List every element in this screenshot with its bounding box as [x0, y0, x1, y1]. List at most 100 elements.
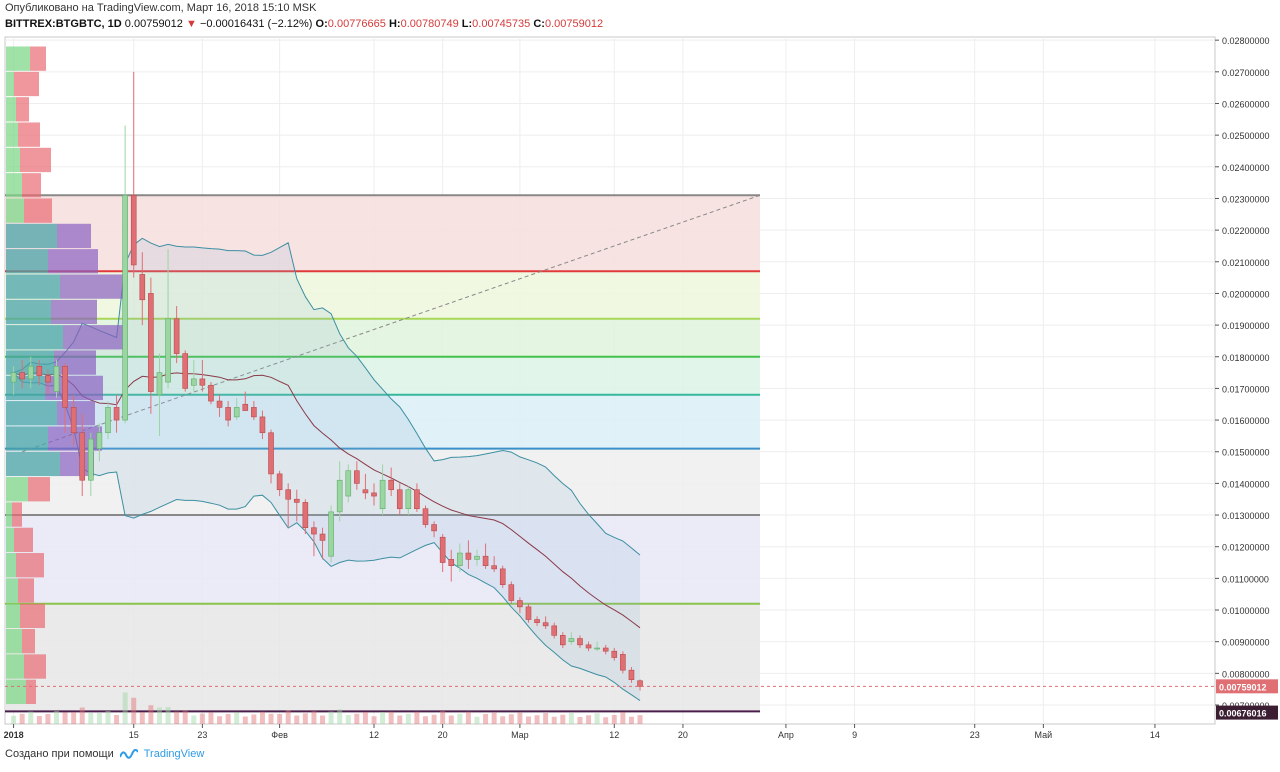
candle — [465, 540, 472, 569]
high-value: 0.00780749 — [400, 18, 459, 30]
volume-bar — [474, 716, 480, 724]
candle — [448, 549, 455, 582]
volume-profile-down-bar — [16, 97, 29, 122]
volume-profile-down-bar — [63, 325, 125, 350]
candle-body — [10, 372, 17, 383]
candle — [542, 616, 549, 630]
candle — [302, 499, 309, 535]
candle-body — [79, 432, 86, 481]
price-label-box — [1216, 705, 1278, 720]
volume-bar — [311, 711, 317, 724]
volume-profile-down-bar — [22, 629, 35, 654]
fib-zone — [5, 356, 760, 395]
candle-body — [45, 375, 51, 383]
volume-bar — [242, 716, 248, 724]
candle — [139, 252, 146, 326]
y-tick-label: 0.02000000 — [1222, 289, 1270, 299]
volume-bar — [208, 712, 214, 724]
volume-profile-up-bar — [6, 629, 22, 654]
candle — [285, 483, 291, 528]
candle — [517, 597, 523, 614]
candle — [259, 410, 266, 440]
volume-bar — [165, 707, 171, 724]
candle-body — [422, 508, 429, 525]
x-tick-label: Мар — [511, 730, 529, 740]
high-label: H: — [388, 18, 401, 30]
candle-body — [268, 432, 274, 475]
candle-body — [439, 536, 446, 563]
candle — [122, 125, 128, 424]
candle — [628, 667, 635, 683]
candle — [79, 413, 86, 497]
candle-body — [354, 470, 360, 484]
candle-body — [542, 622, 549, 627]
candle-body — [148, 293, 154, 392]
candle-body — [225, 407, 231, 421]
candle-body — [448, 559, 455, 567]
price-label-box — [1216, 679, 1278, 694]
candle — [156, 353, 163, 436]
volume-profile-up-bar — [6, 173, 22, 198]
candle — [268, 429, 274, 484]
volume-bar — [397, 715, 403, 724]
candle — [182, 350, 189, 392]
volume-bar — [586, 715, 592, 724]
candle — [130, 71, 137, 278]
volume-bar — [182, 710, 188, 724]
candle-body — [336, 479, 343, 513]
candle — [276, 470, 283, 497]
volume-bar — [131, 697, 137, 724]
volume-profile-down-bar — [20, 147, 51, 173]
candle — [251, 401, 257, 421]
volume-bar — [199, 713, 205, 724]
candle — [551, 622, 558, 639]
candle-body — [302, 502, 309, 529]
volume-bar — [174, 711, 180, 724]
candle-body — [577, 638, 583, 646]
candle-body — [182, 353, 189, 389]
candle — [499, 565, 506, 588]
y-tick-label: 0.01400000 — [1222, 479, 1270, 489]
candle-body — [637, 680, 643, 687]
volume-bar — [320, 715, 326, 724]
volume-profile-up-bar — [6, 122, 18, 147]
y-tick-label: 0.01500000 — [1222, 448, 1270, 458]
volume-bar — [225, 714, 231, 724]
candle — [199, 359, 206, 392]
fib-zone — [5, 271, 760, 319]
x-tick-label: Фев — [271, 730, 288, 740]
x-tick-label: Май — [1035, 730, 1053, 740]
volume-bar — [491, 712, 497, 724]
volume-profile-up-bar — [6, 603, 20, 629]
published-line: Опубликовано на TradingView.com, Март 16… — [5, 2, 317, 14]
volume-profile-down-bar — [30, 46, 46, 71]
candle — [88, 432, 94, 497]
candle — [233, 397, 240, 421]
volume-profile-up-bar — [6, 401, 57, 426]
x-tick-label: 23 — [970, 730, 980, 740]
candle — [611, 648, 618, 661]
volume-bar — [11, 715, 17, 724]
volume-bar — [603, 717, 609, 724]
candle — [474, 549, 480, 566]
candle-body — [293, 498, 300, 503]
y-tick-label: 0.00900000 — [1222, 638, 1270, 648]
last-price: 0.00759012 — [124, 18, 183, 30]
tradingview-brand[interactable]: TradingView — [143, 748, 205, 760]
x-tick-label: 23 — [197, 730, 207, 740]
candle-body — [328, 511, 334, 557]
candle-body — [251, 407, 257, 418]
volume-bar — [388, 711, 394, 724]
volume-bar — [371, 716, 377, 724]
volume-profile-up-bar — [6, 46, 30, 71]
y-tick-label: 0.01600000 — [1222, 416, 1270, 426]
candle-body — [628, 669, 635, 680]
volume-bar — [114, 715, 120, 724]
volume-bar — [88, 713, 94, 724]
volume-bar — [448, 715, 454, 724]
x-tick-label: 20 — [678, 730, 688, 740]
volume-bar — [191, 715, 197, 724]
volume-bar — [45, 714, 51, 724]
fib-zone — [5, 318, 760, 357]
